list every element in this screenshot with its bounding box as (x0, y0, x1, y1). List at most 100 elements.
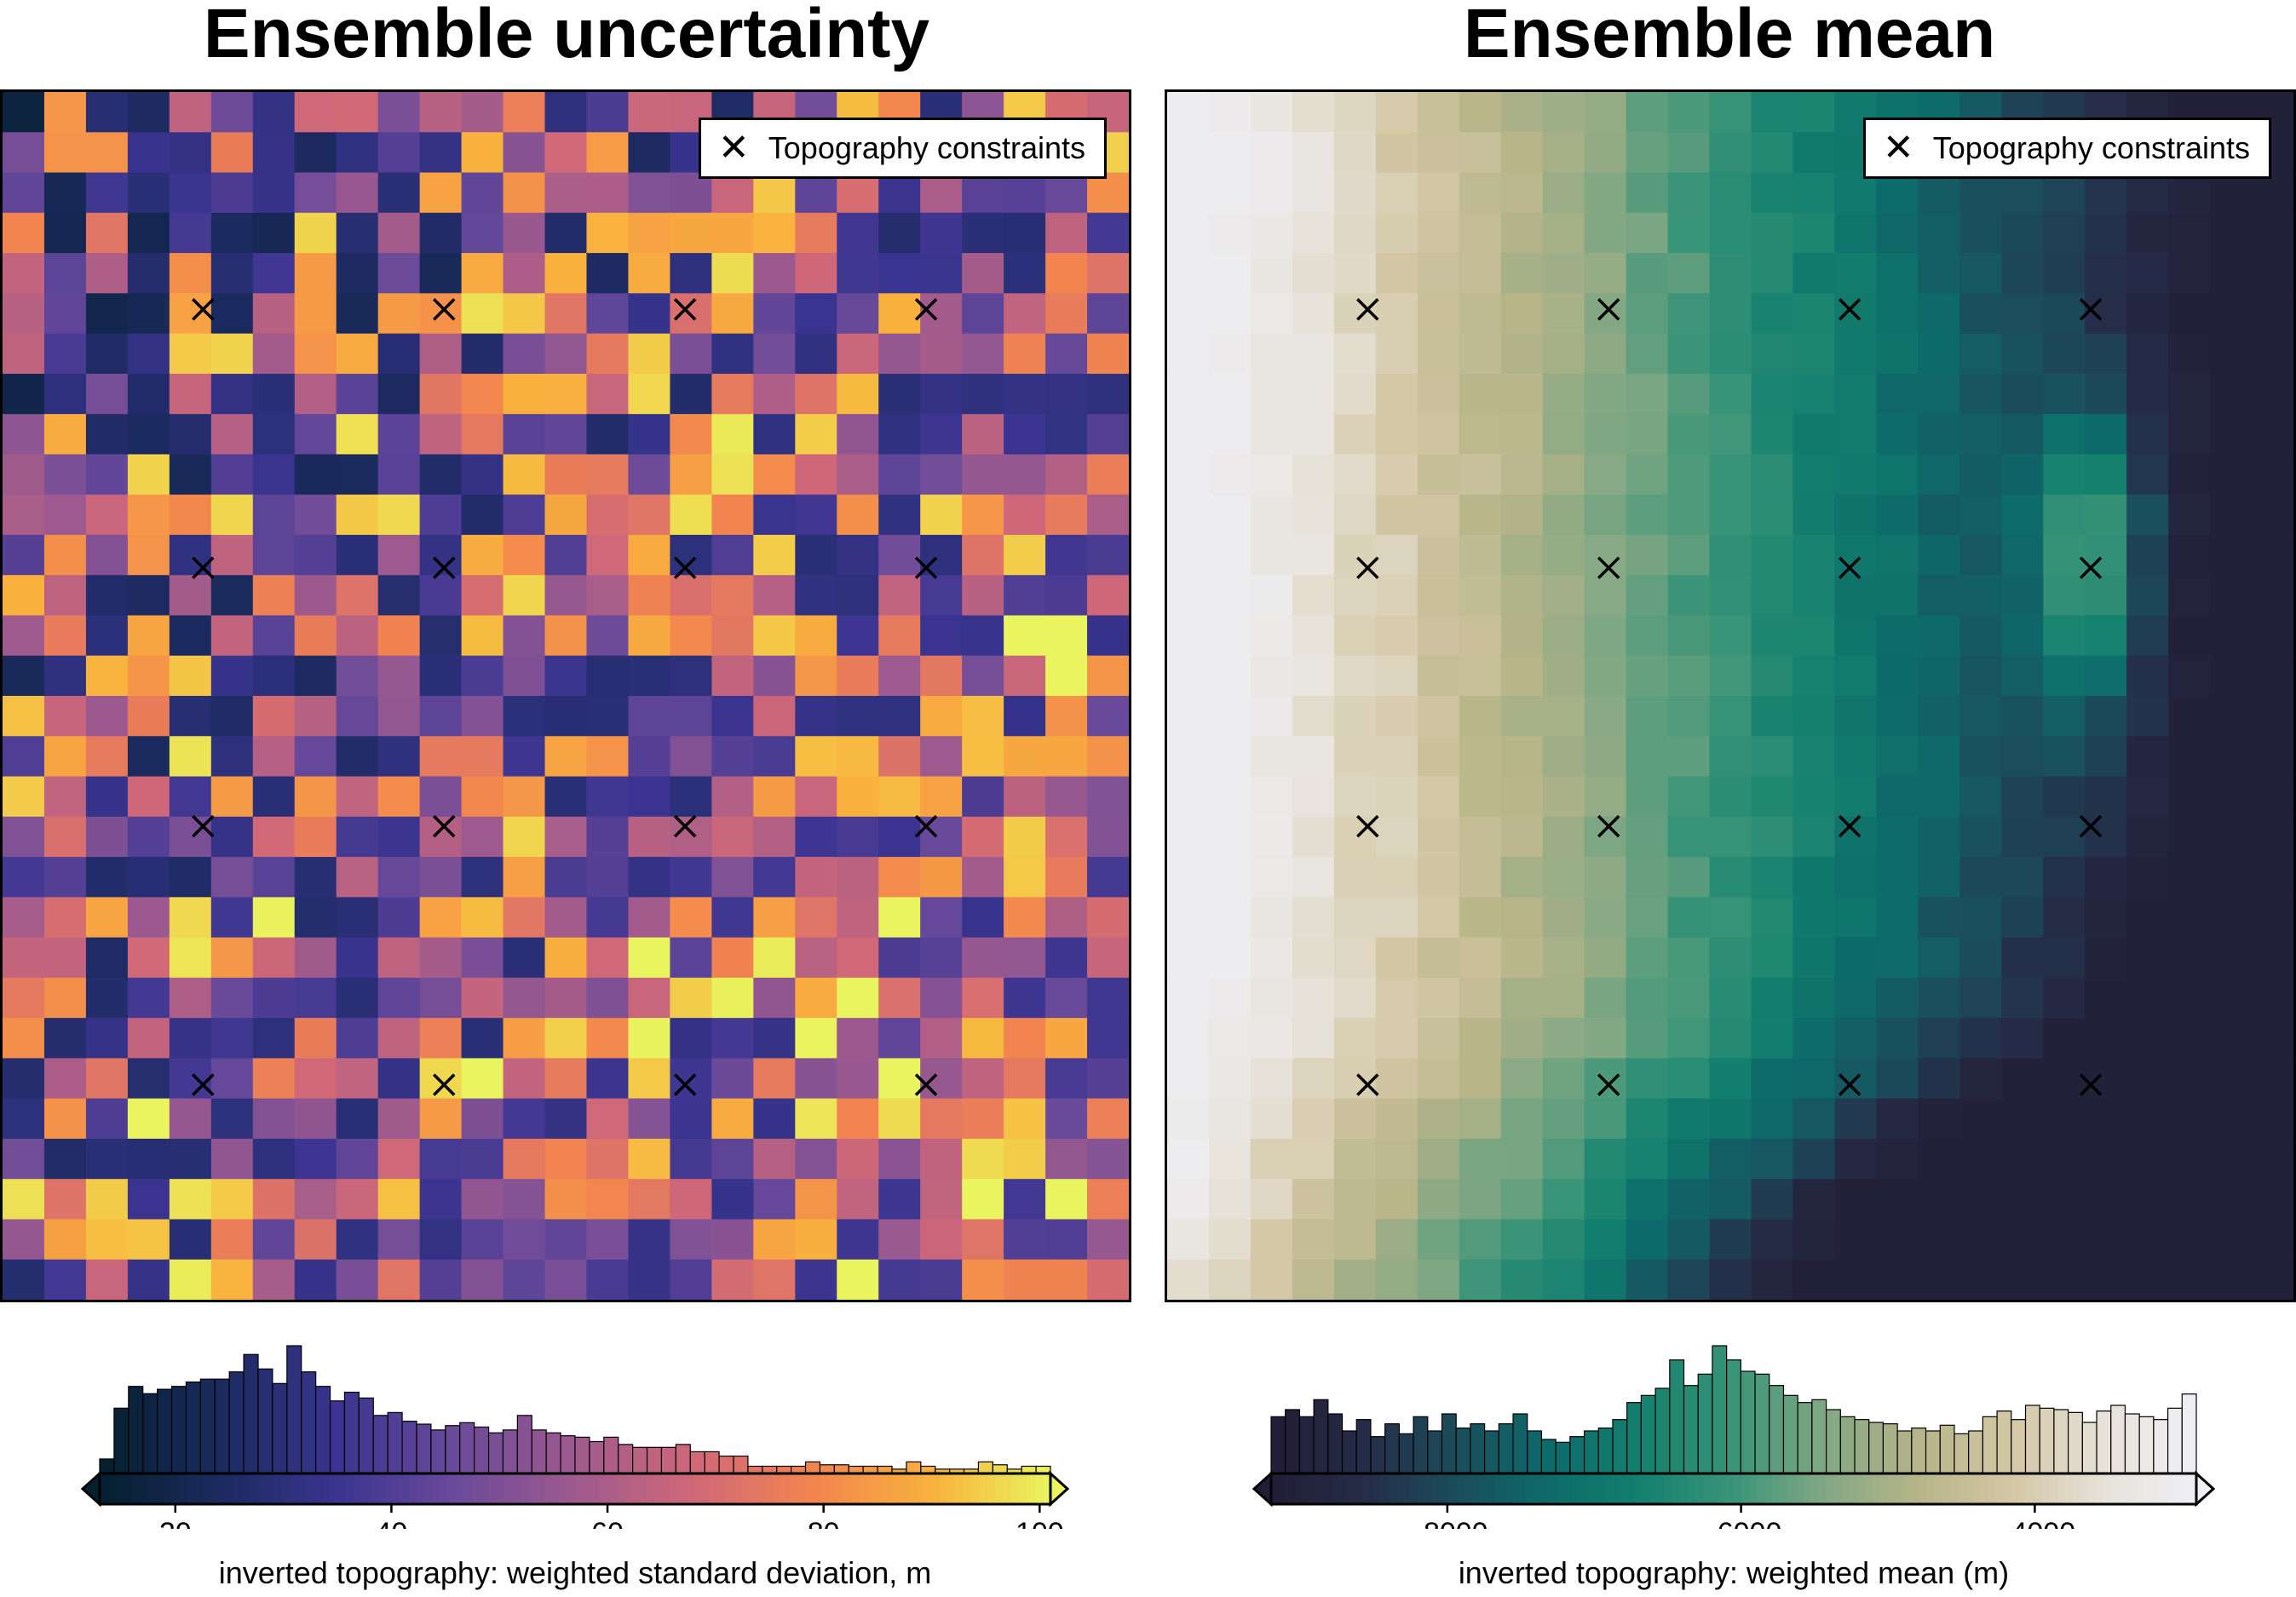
mean-cell (1876, 816, 1919, 858)
mean-cell (1709, 816, 1752, 858)
mean-cell (1459, 857, 1502, 898)
uncertainty-cell (878, 293, 921, 335)
uncertainty-cell (210, 977, 254, 1019)
uncertainty-cell (1004, 816, 1046, 858)
mean-colorbar-gradient-segment (1896, 1473, 1904, 1504)
uncertainty-cell (127, 1179, 170, 1221)
uncertainty-colorbar-gradient-segment (876, 1473, 885, 1504)
mean-cell (2085, 776, 2127, 818)
uncertainty-cell (544, 1018, 588, 1059)
mean-cell (2043, 172, 2086, 214)
uncertainty-cell (711, 1138, 754, 1180)
mean-cell (1500, 253, 1544, 294)
uncertainty-cell (1045, 333, 1088, 375)
mean-cell (1542, 373, 1585, 415)
uncertainty-cell (711, 373, 754, 415)
mean-cell (1876, 1018, 1919, 1059)
uncertainty-cell (43, 92, 87, 133)
uncertainty-cell (586, 414, 630, 455)
uncertainty-cell (670, 655, 712, 697)
mean-cell (1459, 1138, 1502, 1180)
mean-cell (1542, 696, 1585, 737)
mean-cell (1959, 172, 2002, 214)
mean-cell (2210, 897, 2253, 939)
uncertainty-cell (377, 937, 421, 979)
mean-colorbar-gradient-segment (1833, 1473, 1843, 1504)
uncertainty-cell (878, 816, 921, 858)
uncertainty-cell (544, 333, 588, 375)
mean-cell (2001, 937, 2044, 979)
uncertainty-cell (544, 92, 588, 133)
mean-cell (2168, 414, 2211, 455)
mean-colorbar-histogram-bar (1854, 1419, 1870, 1474)
mean-cell (1459, 92, 1502, 133)
uncertainty-cell (837, 373, 879, 415)
uncertainty-cell (210, 132, 254, 174)
uncertainty-cell (503, 575, 546, 617)
mean-cell (2085, 1179, 2127, 1221)
uncertainty-colorbar-gradient-segment (780, 1473, 790, 1504)
uncertainty-cell (461, 494, 504, 536)
mean-cell (2043, 857, 2086, 898)
uncertainty-cell (377, 1138, 421, 1180)
uncertainty-cell (461, 1219, 504, 1261)
mean-cell (1250, 414, 1293, 455)
mean-cell (1333, 172, 1377, 214)
mean-cell (1751, 132, 1794, 174)
mean-cell (1959, 1098, 2002, 1140)
mean-colorbar-gradient-segment (2042, 1473, 2051, 1504)
uncertainty-cell (711, 1179, 754, 1221)
uncertainty-colorbar-gradient-segment (139, 1473, 148, 1504)
uncertainty-cell (837, 1219, 879, 1261)
uncertainty-colorbar-gradient-segment (622, 1473, 631, 1504)
mean-colorbar-histogram-bar (2068, 1411, 2083, 1474)
uncertainty-cell (336, 937, 379, 979)
mean-cell (1292, 1219, 1335, 1261)
mean-colorbar-histogram-bar (1498, 1423, 1514, 1474)
mean-colorbar-gradient-segment (1471, 1473, 1480, 1504)
mean-cell (1667, 1098, 1711, 1140)
mean-colorbar-histogram-bar (1968, 1430, 1983, 1474)
uncertainty-cell (43, 977, 87, 1019)
mean-cell (1918, 1219, 1960, 1261)
uncertainty-cell (1045, 897, 1088, 939)
mean-cell (1375, 132, 1418, 174)
mean-colorbar-gradient-segment (1649, 1473, 1657, 1504)
mean-cell (2126, 534, 2169, 576)
uncertainty-cell (1087, 1179, 1129, 1221)
mean-cell (1208, 575, 1252, 617)
mean-cell (2252, 1259, 2293, 1300)
mean-colorbar-gradient-segment (1441, 1473, 1449, 1504)
uncertainty-cell (1045, 212, 1088, 254)
mean-cell (1834, 1179, 1877, 1221)
uncertainty-cell (43, 615, 87, 657)
mean-colorbar-histogram-bar (2096, 1410, 2112, 1474)
mean-cell (2001, 293, 2044, 335)
mean-colorbar-gradient-segment (1795, 1473, 1804, 1504)
mean-cell (1626, 897, 1669, 939)
uncertainty-cell (1045, 454, 1088, 496)
mean-colorbar-gradient-segment (1294, 1473, 1303, 1504)
uncertainty-colorbar-gradient-segment (638, 1473, 647, 1504)
uncertainty-cell (670, 696, 712, 737)
mean-colorbar-gradient-segment (1517, 1473, 1527, 1504)
uncertainty-cell (1045, 414, 1088, 455)
uncertainty-cell (670, 454, 712, 496)
mean-cell (1667, 575, 1711, 617)
mean-cell (1250, 1018, 1293, 1059)
uncertainty-cell (85, 897, 129, 939)
mean-cell (2252, 1018, 2293, 1059)
mean-legend: ✕ Topography constraints (1862, 118, 2271, 179)
uncertainty-cell (85, 1058, 129, 1100)
mean-colorbar-gradient-segment (1687, 1473, 1696, 1504)
mean-cell (1500, 1219, 1544, 1261)
uncertainty-cell (837, 1018, 879, 1059)
mean-cell (1918, 857, 1960, 898)
mean-colorbar-gradient-segment (1580, 1473, 1588, 1504)
mean-cell (2210, 172, 2253, 214)
uncertainty-cell (1045, 1219, 1088, 1261)
mean-cell (1250, 937, 1293, 979)
mean-cell (1834, 696, 1877, 737)
mean-cell (1500, 92, 1544, 133)
mean-cell (1792, 736, 1835, 778)
